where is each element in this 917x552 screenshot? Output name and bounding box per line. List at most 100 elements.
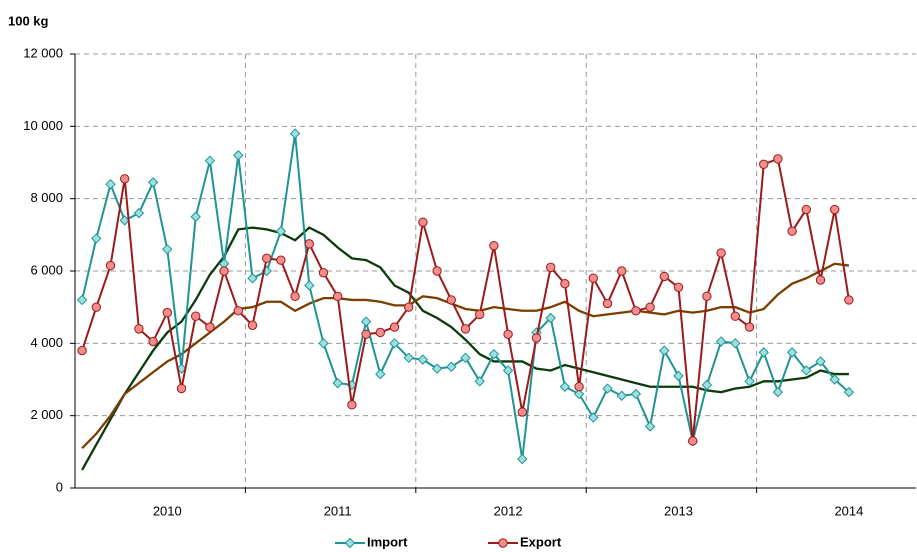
export-marker: [318, 268, 329, 278]
export-marker: [262, 253, 272, 264]
import-marker: [105, 178, 116, 190]
import-marker: [829, 374, 840, 385]
import-marker: [559, 381, 571, 392]
import-marker: [744, 376, 755, 387]
import-marker: [715, 336, 727, 347]
import-marker: [616, 390, 627, 401]
import-marker: [318, 338, 329, 349]
x-tick-label: 2014: [834, 503, 863, 518]
import-marker: [588, 412, 599, 423]
export-marker: [617, 266, 627, 276]
export-marker: [233, 306, 244, 316]
y-tick-label: 12 000: [23, 45, 63, 60]
import-marker: [247, 273, 258, 284]
y-tick-label: 8 000: [30, 190, 63, 205]
import-marker: [76, 294, 88, 306]
export-marker: [460, 324, 471, 334]
export-marker: [404, 302, 414, 312]
export-marker: [205, 322, 215, 332]
y-tick-label: 6 000: [30, 262, 63, 277]
import-marker: [275, 226, 287, 237]
export-marker: [602, 298, 613, 309]
import-marker: [91, 233, 102, 244]
export-marker: [815, 275, 826, 285]
import-marker: [502, 365, 514, 376]
export-marker: [574, 382, 584, 392]
import-marker: [289, 128, 301, 139]
import-marker: [488, 348, 500, 360]
export-marker: [702, 291, 712, 302]
import-marker: [815, 356, 826, 367]
import-marker: [644, 421, 656, 432]
x-tick-label: 2012: [494, 503, 523, 518]
import-marker: [190, 211, 201, 222]
import-marker: [332, 377, 343, 389]
export-marker: [475, 309, 485, 320]
export-marker: [560, 278, 570, 289]
y-tick-label: 10 000: [23, 118, 63, 133]
export-marker: [148, 336, 158, 347]
export-marker: [588, 273, 598, 283]
export-marker: [531, 333, 542, 343]
x-tick-label: 2011: [324, 503, 352, 518]
export-marker: [77, 345, 87, 356]
export-marker: [730, 311, 740, 321]
import-marker: [431, 363, 443, 374]
import-marker: [545, 312, 556, 324]
export-marker: [347, 400, 357, 410]
export-marker: [290, 291, 300, 302]
export-marker: [659, 271, 669, 282]
export-marker: [645, 302, 655, 312]
import-marker: [375, 368, 386, 380]
import-marker: [233, 150, 244, 161]
import-marker: [602, 383, 613, 394]
import-marker: [659, 345, 670, 356]
export-marker: [276, 255, 286, 265]
export-marker: [247, 320, 258, 330]
import-marker: [360, 316, 372, 327]
export-marker: [759, 159, 769, 170]
export-marker: [304, 239, 314, 249]
legend-marker: [498, 538, 508, 548]
export-marker: [716, 248, 726, 258]
legend-marker: [344, 537, 356, 549]
export-marker: [219, 266, 229, 276]
export-marker: [844, 295, 854, 305]
export-marker: [489, 240, 499, 251]
export-marker: [688, 436, 698, 446]
import-marker: [701, 379, 713, 391]
import-marker: [786, 347, 798, 358]
x-tick-label: 2013: [664, 503, 693, 518]
export-marker: [134, 324, 144, 334]
export-marker: [375, 327, 385, 338]
trend-line: [81, 226, 849, 471]
export-marker: [801, 204, 811, 215]
import-marker: [772, 386, 784, 398]
export-marker: [546, 262, 556, 273]
import-marker: [630, 388, 642, 400]
import-marker: [133, 207, 145, 219]
export-marker: [773, 154, 783, 164]
export-marker: [744, 322, 755, 332]
export-marker: [673, 282, 684, 292]
export-marker: [446, 295, 456, 305]
y-axis-label: 100 kg: [8, 13, 49, 28]
export-marker: [631, 306, 641, 316]
import-marker: [474, 376, 485, 387]
import-marker: [843, 386, 855, 398]
y-tick-label: 2 000: [30, 407, 63, 422]
export-marker: [120, 174, 130, 184]
y-tick-label: 0: [56, 479, 63, 494]
legend-label: Import: [367, 534, 408, 549]
export-marker: [432, 266, 442, 276]
import-marker: [573, 388, 585, 400]
export-marker: [333, 291, 343, 302]
import-marker: [204, 155, 216, 166]
export-marker: [361, 329, 371, 339]
export-marker: [787, 226, 797, 236]
trend-line: [81, 262, 850, 450]
import-marker: [403, 352, 414, 364]
export-marker: [162, 307, 173, 318]
